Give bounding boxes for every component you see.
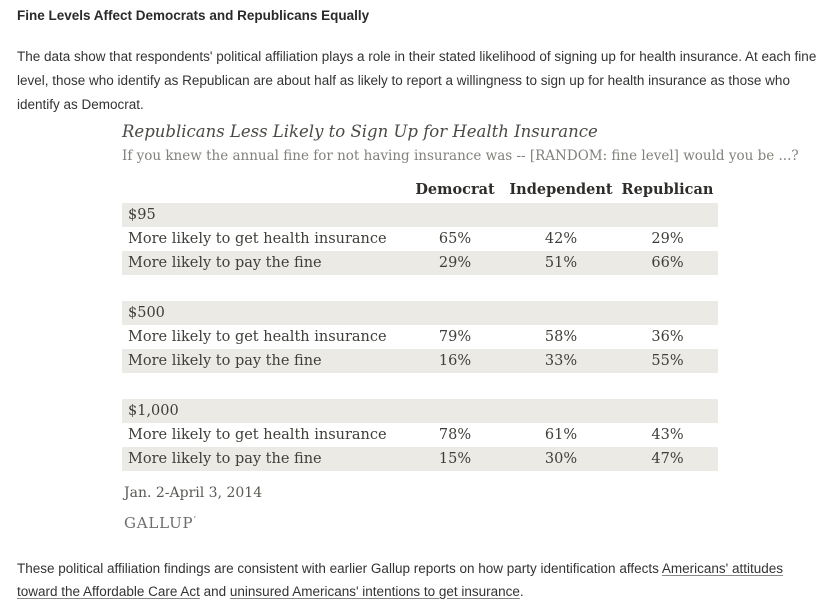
fine-level-row: $500 [122,301,718,325]
cell-republican: 47% [651,451,684,467]
cell-independent: 30% [544,451,578,467]
footer-text: . [519,584,524,599]
table-row: More likely to pay the fine 15% 30% 47% [122,447,718,471]
fine-section-95: $95 More likely to get health insurance … [122,203,718,275]
row-label: More likely to pay the fine [128,255,322,271]
fine-level-row: $95 [122,203,718,227]
fine-level-label: $500 [128,305,165,321]
fine-level-label: $1,000 [128,403,179,419]
fine-level-row: $1,000 [122,399,718,423]
table-header-row: Democrat Independent Republican [122,178,718,200]
gallup-wordmark: GALLUP [124,514,194,532]
table-row: More likely to pay the fine 29% 51% 66% [122,251,718,275]
cell-democrat: 29% [438,255,472,271]
cell-independent: 42% [544,231,578,247]
fine-section-1000: $1,000 More likely to get health insuran… [122,399,718,471]
chart-subtitle: If you knew the annual fine for not havi… [122,148,799,164]
fine-level-label: $95 [128,207,156,223]
table-row: More likely to get health insurance 79% … [122,325,718,349]
intro-paragraph: The data show that respondents' politica… [17,49,817,112]
table-row: More likely to get health insurance 78% … [122,423,718,447]
link-aca-attitudes[interactable]: Americans' attitudes toward the Affordab… [17,561,783,599]
footer-text: and [199,584,230,599]
trademark-mark: ’ [193,515,196,524]
cell-independent: 51% [544,255,578,271]
column-header-independent: Independent [509,180,613,198]
gallup-logo: GALLUP’ [122,514,718,532]
fine-section-500: $500 More likely to get health insurance… [122,301,718,373]
cell-republican: 55% [651,353,684,369]
cell-democrat: 78% [438,427,472,443]
page-title: Fine Levels Affect Democrats and Republi… [17,8,370,23]
survey-date-note: Jan. 2-April 3, 2014 [124,485,263,501]
cell-republican: 36% [651,329,684,345]
row-label: More likely to get health insurance [128,329,387,345]
cell-independent: 58% [544,329,578,345]
row-label: More likely to get health insurance [128,231,387,247]
table-row: More likely to get health insurance 65% … [122,227,718,251]
cell-democrat: 65% [438,231,472,247]
cell-democrat: 16% [438,353,472,369]
cell-democrat: 15% [438,451,472,467]
table-row: More likely to pay the fine 16% 33% 55% [122,349,718,373]
chart-title: Republicans Less Likely to Sign Up for H… [122,122,598,141]
cell-independent: 33% [544,353,578,369]
row-label: More likely to get health insurance [128,427,387,443]
cell-republican: 66% [651,255,684,271]
footer-text: These political affiliation findings are… [17,561,662,576]
row-label: More likely to pay the fine [128,353,322,369]
link-uninsured-intentions[interactable]: uninsured Americans' intentions to get i… [229,584,520,599]
column-header-democrat: Democrat [415,180,495,198]
cell-independent: 61% [544,427,578,443]
column-header-republican: Republican [621,180,714,198]
footer-paragraph: These political affiliation findings are… [17,557,825,603]
cell-republican: 29% [651,231,684,247]
cell-republican: 43% [651,427,684,443]
row-label: More likely to pay the fine [128,451,322,467]
cell-democrat: 79% [438,329,472,345]
gallup-table-figure: Republicans Less Likely to Sign Up for H… [122,121,799,532]
